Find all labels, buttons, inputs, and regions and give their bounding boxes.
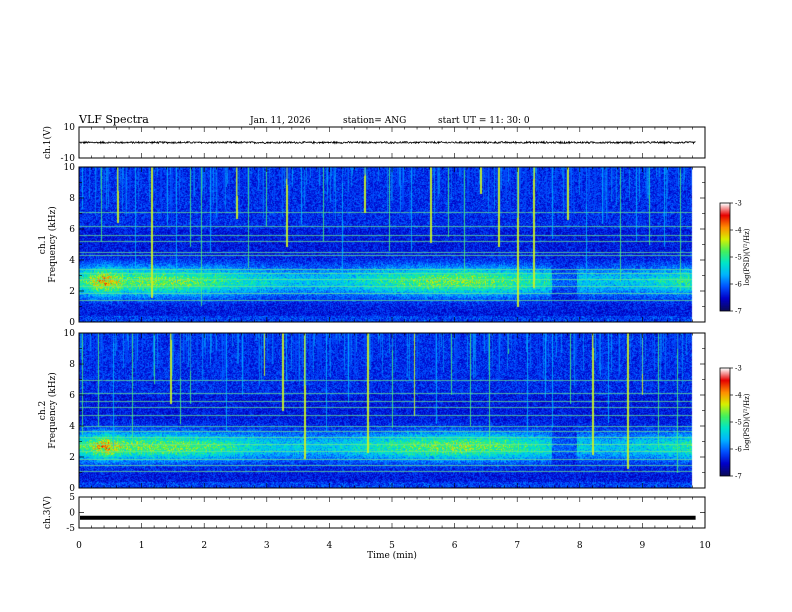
sp2-ytick-label: 4	[69, 422, 75, 432]
xtick-label: 2	[201, 541, 207, 551]
sp1-ylabel: Frequency (kHz)	[47, 206, 58, 283]
figure-title: VLF Spectra	[78, 113, 149, 126]
ch3-ylabel: ch.3(V)	[42, 496, 53, 529]
sp1-ytick-label: 4	[69, 256, 75, 266]
xtick-label: 0	[76, 541, 82, 551]
x-axis-label: Time (min)	[367, 550, 417, 561]
xtick-label: 1	[139, 541, 145, 551]
sp2-ytick-label: 10	[64, 329, 76, 339]
sp2-ytick-label: 0	[69, 484, 75, 494]
xtick-label: 4	[327, 541, 333, 551]
ch1-spectrogram-panel	[78, 166, 706, 323]
ch3-ytick-label: 5	[69, 493, 75, 503]
sp1-ylabel: ch.1	[38, 235, 48, 254]
ch2-colorbar-tick-label: -3	[735, 365, 742, 373]
sp2-ylabel: Frequency (kHz)	[47, 372, 58, 449]
ch1-ytick-label: 10	[64, 123, 76, 133]
axes-layer: -3 -4 -5 -6 -7 log(PSD)(V²/Hz) -3 -4 -5 -6 -7 log(P…	[38, 123, 751, 561]
ch2-spectrogram-image	[79, 333, 705, 488]
start-ut-label: start UT = 11: 30: 0	[438, 116, 530, 126]
ch1-colorbar-tick-label: -4	[735, 227, 742, 235]
ch1-colorbar-tick-label: -3	[735, 200, 742, 208]
xtick-label: 3	[264, 541, 270, 551]
ch2-colorbar-tick-label: -4	[735, 392, 742, 400]
ch2-colorbar-gradient	[720, 368, 730, 476]
ch2-colorbar-tick-label: -7	[735, 473, 742, 481]
ch1-colorbar-tick-label: -6	[735, 281, 742, 289]
date-label: Jan. 11, 2026	[249, 116, 311, 126]
sp2-ylabel: ch.2	[38, 401, 48, 420]
sp2-ytick-label: 6	[69, 391, 75, 401]
xtick-label: 5	[389, 541, 395, 551]
xtick-label: 8	[577, 541, 583, 551]
ch1-colorbar-tick-label: -5	[735, 254, 742, 262]
ch1-colorbar-label: log(PSD)(V²/Hz)	[743, 228, 751, 285]
ch2-colorbar-tick-label: -6	[735, 446, 742, 454]
ch3-ytick-label: 0	[69, 509, 75, 519]
sp1-ytick-label: 6	[69, 225, 75, 235]
station-label: station= ANG	[343, 116, 406, 126]
sp2-ytick-label: 2	[69, 453, 75, 463]
sp2-ytick-label: 8	[69, 360, 75, 370]
ch1-waveform-trace	[79, 140, 696, 145]
ch2-spectrogram-panel	[78, 332, 706, 489]
ch1-colorbar	[719, 202, 731, 312]
ch1-colorbar-tick-label: -7	[735, 308, 742, 316]
xtick-label: 9	[640, 541, 646, 551]
ch2-colorbar	[719, 367, 731, 477]
ch1-ytick-label: -10	[61, 154, 76, 164]
ch2-colorbar-tick-label: -5	[735, 419, 742, 427]
ch3-ytick-label: -5	[66, 524, 75, 534]
ch2-colorbar-label: log(PSD)(V²/Hz)	[743, 393, 751, 450]
xtick-label: 6	[452, 541, 458, 551]
ch1-colorbar-gradient	[720, 203, 730, 311]
sp1-ytick-label: 10	[64, 163, 76, 173]
ch1-ylabel: ch.1(V)	[42, 126, 53, 159]
sp1-ytick-label: 2	[69, 287, 75, 297]
sp1-ytick-label: 0	[69, 318, 75, 328]
sp1-ytick-label: 8	[69, 194, 75, 204]
ch1-spectrogram-image	[79, 167, 705, 322]
xtick-label: 7	[514, 541, 520, 551]
xtick-label: 10	[699, 541, 711, 551]
